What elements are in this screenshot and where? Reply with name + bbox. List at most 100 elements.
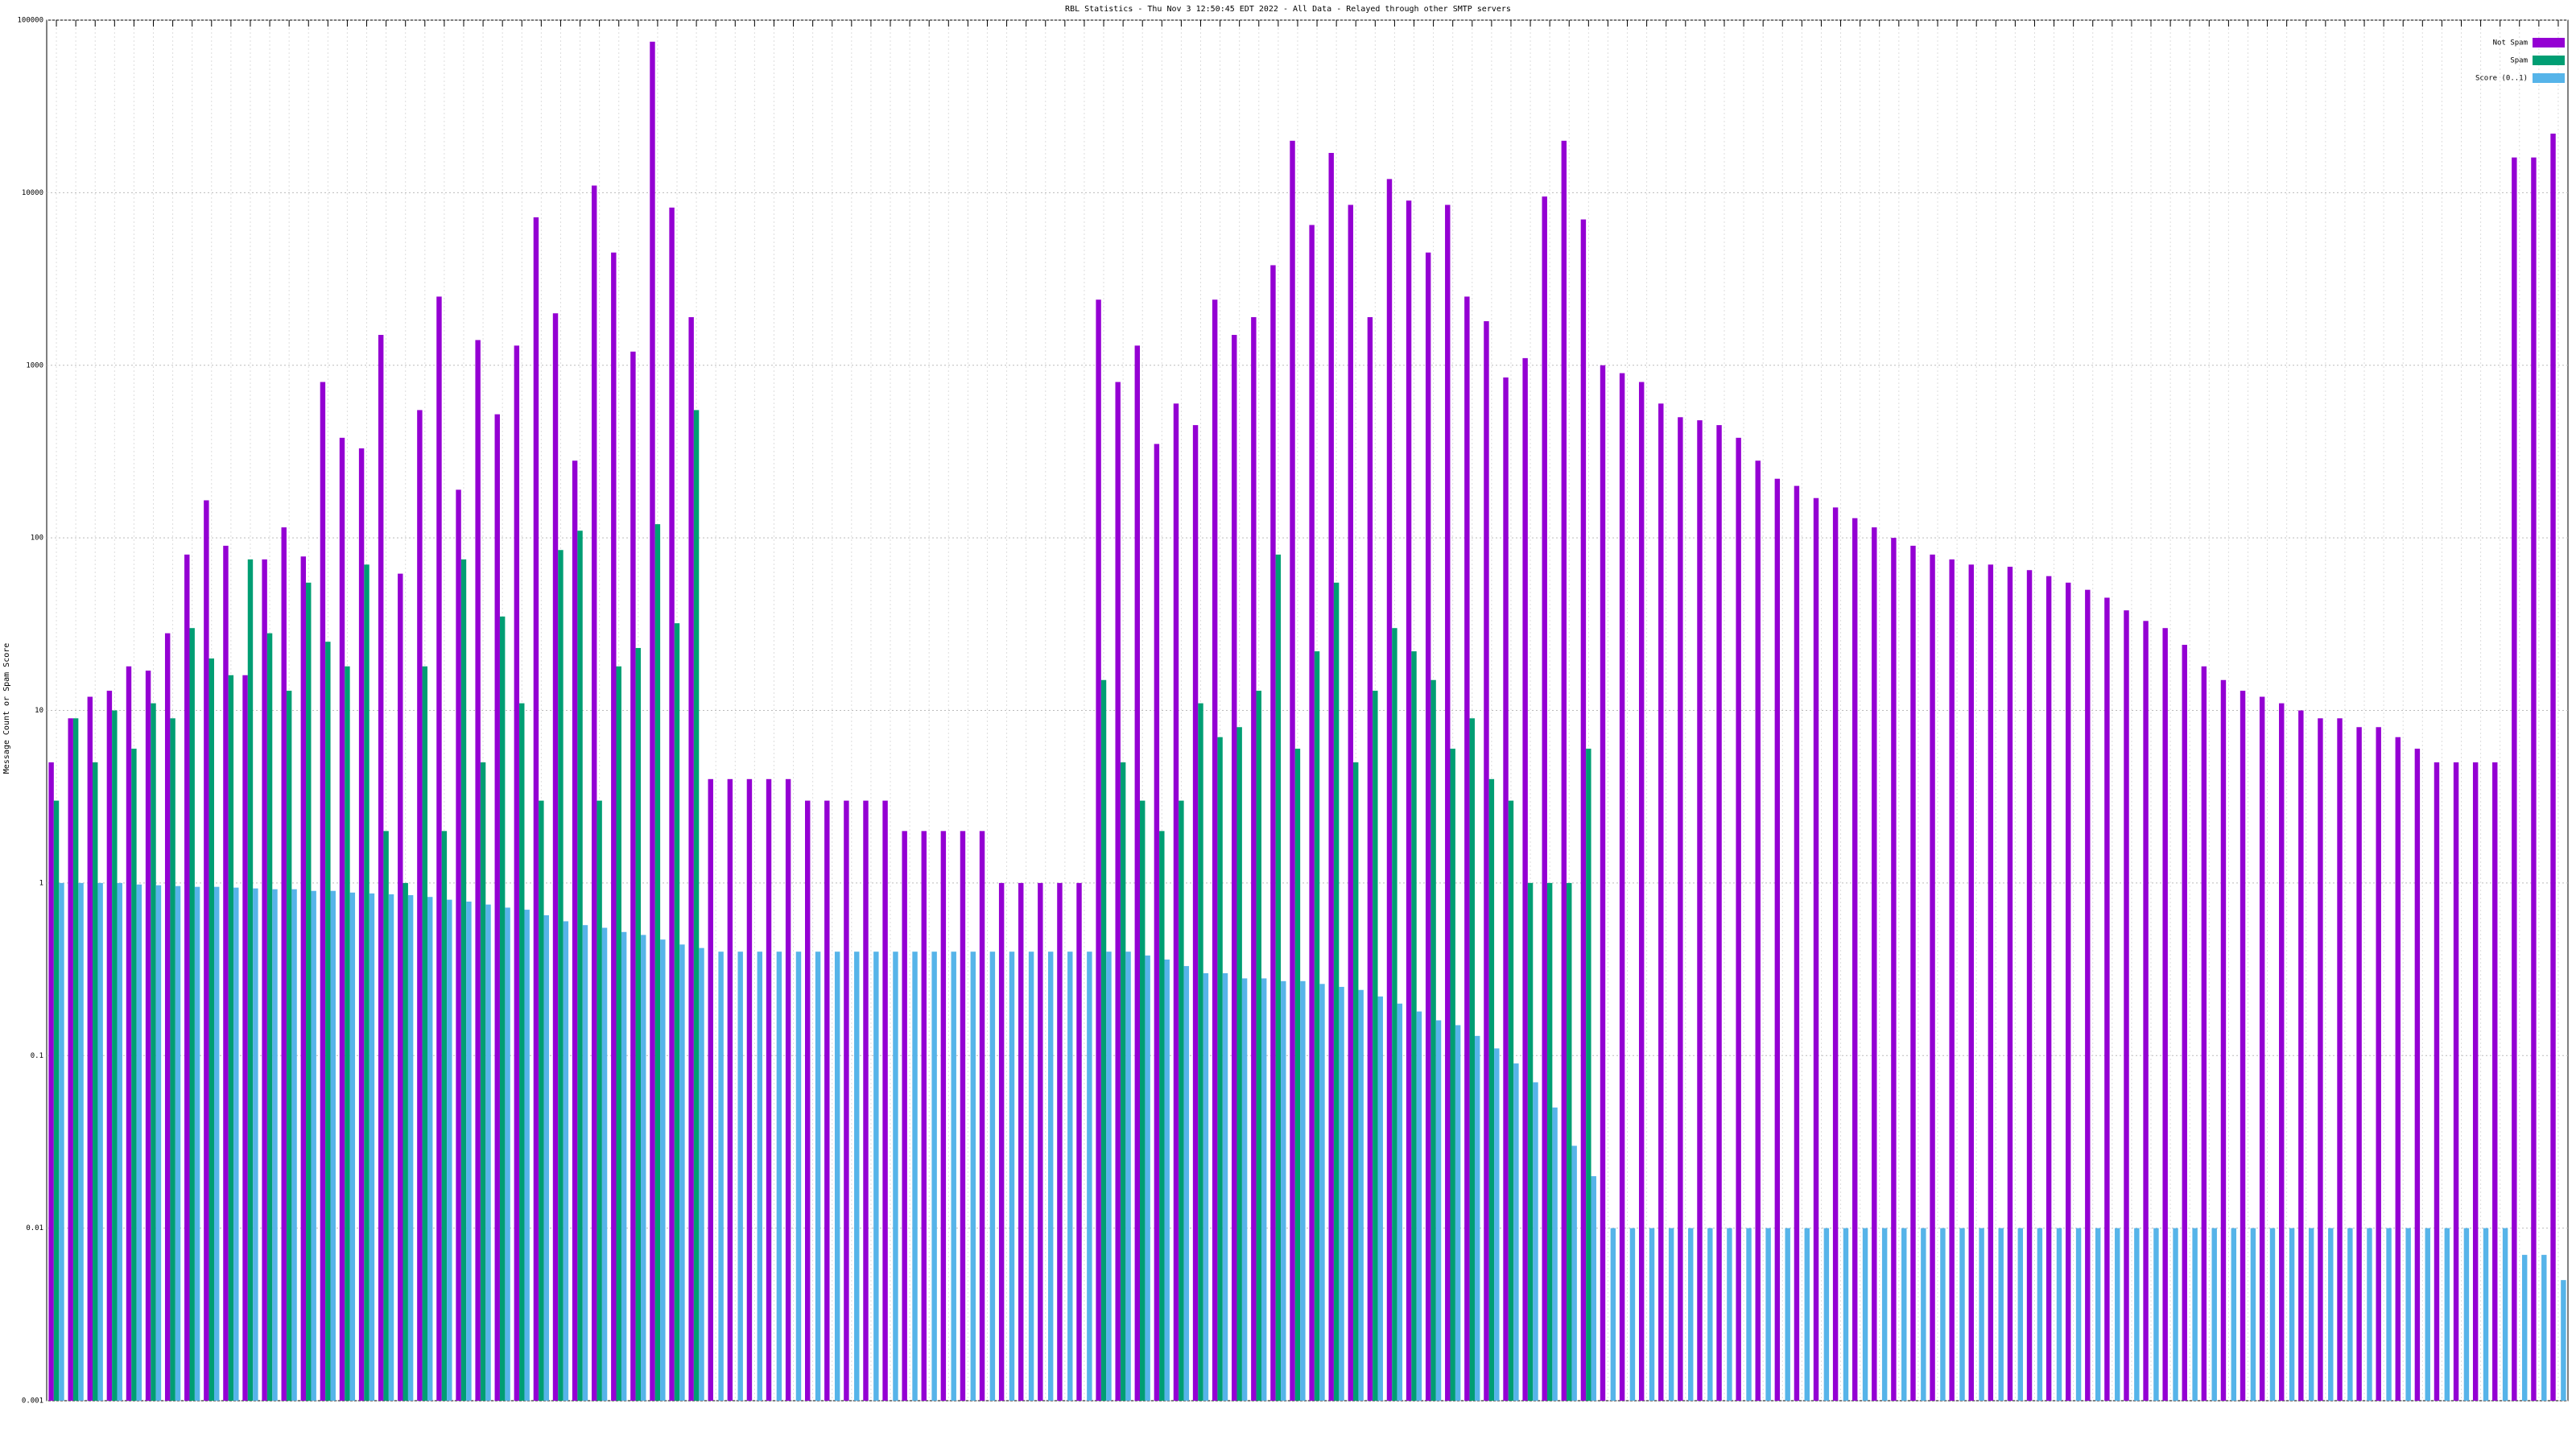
bar	[1862, 1228, 1868, 1401]
bar	[2289, 1228, 2295, 1401]
bar	[679, 944, 685, 1401]
bar	[1872, 527, 1877, 1401]
bar	[854, 952, 860, 1401]
bar	[998, 882, 1005, 1401]
bar	[1406, 200, 1412, 1401]
bar	[213, 886, 220, 1401]
bar	[2347, 1228, 2353, 1401]
bar	[2104, 597, 2110, 1401]
bar	[805, 800, 811, 1401]
bar	[718, 952, 724, 1401]
bar	[1988, 564, 1994, 1402]
bar	[53, 800, 60, 1401]
bar	[87, 696, 93, 1401]
bar	[266, 633, 273, 1401]
bar	[1979, 1228, 1984, 1401]
bar	[170, 718, 175, 1401]
bar	[1392, 628, 1397, 1401]
bar	[164, 633, 171, 1401]
bar	[1488, 778, 1495, 1401]
bar	[1270, 265, 1276, 1402]
bar	[1503, 377, 1509, 1401]
bar	[1140, 800, 1146, 1401]
bar	[1542, 196, 1547, 1401]
bar	[2328, 1228, 2334, 1401]
bar	[2356, 727, 2362, 1401]
bar	[1096, 299, 1101, 1402]
bar	[383, 831, 389, 1401]
bar	[2231, 1228, 2237, 1401]
bar	[2318, 718, 2323, 1401]
bar	[59, 882, 64, 1401]
bar	[621, 931, 627, 1401]
bar	[480, 762, 486, 1401]
bar	[1678, 417, 1683, 1401]
bar	[1106, 952, 1112, 1401]
bar	[1232, 335, 1237, 1401]
bar	[441, 831, 448, 1401]
y-tick-label: 10	[35, 707, 43, 715]
bar	[1275, 554, 1282, 1401]
bar	[1203, 972, 1209, 1401]
bar	[1367, 316, 1373, 1401]
bar	[1852, 518, 1858, 1401]
bar	[1591, 1176, 1596, 1401]
bar	[1546, 882, 1553, 1401]
bar	[931, 952, 937, 1401]
legend-label: Not Spam	[2493, 39, 2528, 47]
bar	[834, 952, 840, 1401]
bar	[727, 778, 733, 1401]
y-tick-label: 10000	[22, 189, 43, 197]
bar	[766, 778, 772, 1401]
bar	[1159, 831, 1165, 1401]
bar	[2492, 762, 2498, 1401]
bar	[674, 623, 680, 1401]
bar	[1508, 800, 1514, 1401]
bar	[1173, 403, 1179, 1401]
bar	[1183, 966, 1190, 1401]
bar	[1968, 564, 1974, 1402]
bar	[572, 460, 578, 1401]
bar	[1484, 321, 1489, 1401]
bar	[1377, 996, 1383, 1401]
bar	[311, 890, 316, 1401]
bar	[757, 952, 763, 1401]
bar	[1067, 952, 1073, 1401]
bar	[2453, 762, 2459, 1401]
bar	[1028, 952, 1034, 1401]
bar	[669, 207, 675, 1401]
bar	[286, 691, 292, 1401]
bar	[2376, 727, 2381, 1401]
bar	[563, 921, 569, 1401]
bar	[543, 914, 549, 1401]
bar	[795, 952, 802, 1401]
bar	[1100, 679, 1107, 1401]
bar	[650, 41, 655, 1402]
bar	[2472, 762, 2479, 1401]
bar	[1450, 749, 1455, 1401]
legend-label: Score (0..1)	[2475, 75, 2528, 83]
bar	[306, 582, 312, 1401]
bar	[339, 437, 345, 1401]
bar	[330, 890, 336, 1401]
bar	[1290, 140, 1295, 1402]
bar	[1774, 478, 1781, 1401]
bar	[1921, 1228, 1926, 1401]
bar	[1047, 952, 1054, 1401]
bar	[940, 831, 947, 1401]
bar	[126, 666, 132, 1401]
bar	[2259, 696, 2265, 1401]
bar	[970, 952, 976, 1401]
bar	[1076, 882, 1082, 1401]
bar	[2115, 1228, 2120, 1401]
y-tick-label: 100000	[17, 17, 43, 25]
bar	[533, 217, 539, 1401]
bar	[1455, 1025, 1461, 1401]
bar	[1571, 1146, 1577, 1401]
bar	[499, 616, 506, 1401]
bar	[582, 925, 588, 1401]
bar	[1736, 437, 1741, 1401]
bar	[1930, 554, 1935, 1401]
bar	[1179, 800, 1184, 1401]
bar	[1658, 403, 1664, 1401]
